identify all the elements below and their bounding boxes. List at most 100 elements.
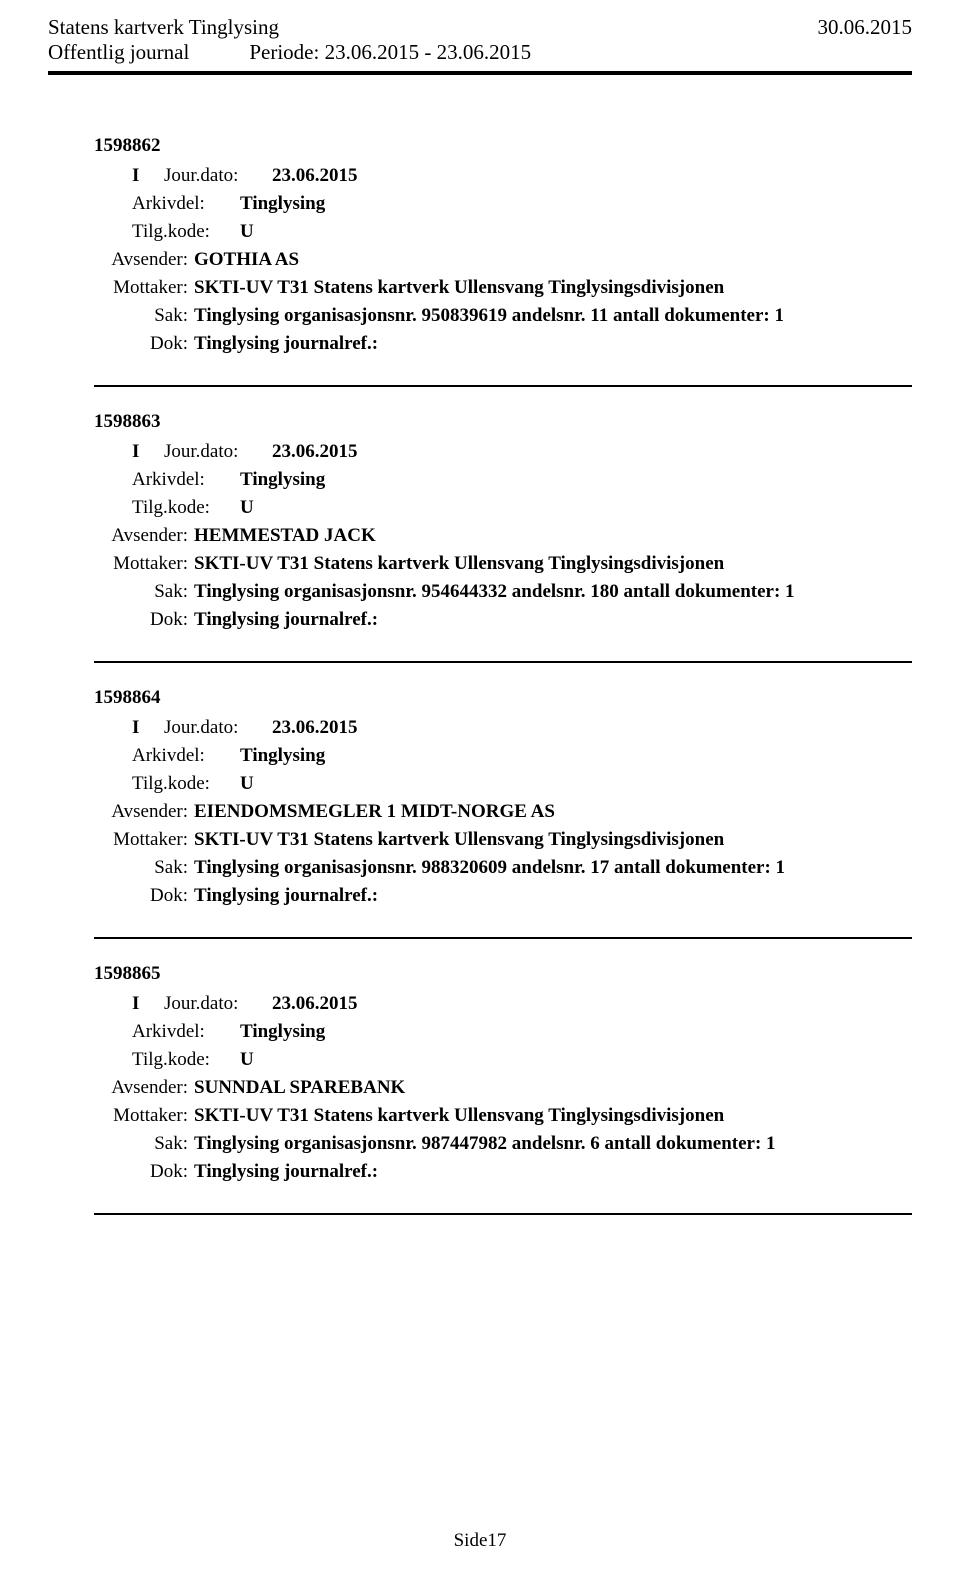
dok-value: Tinglysing journalref.: <box>194 609 378 631</box>
entry-divider <box>94 937 912 939</box>
mottaker-value: SKTI-UV T31 Statens kartverk Ullensvang … <box>194 277 724 299</box>
mottaker-value: SKTI-UV T31 Statens kartverk Ullensvang … <box>194 829 724 851</box>
entry-type: I <box>132 441 164 463</box>
sak-value: Tinglysing organisasjonsnr. 987447982 an… <box>194 1133 776 1155</box>
dok-value: Tinglysing journalref.: <box>194 1161 378 1183</box>
entry-meta-row: Arkivdel: Tinglysing <box>94 193 912 215</box>
entry-meta-row: Tilg.kode: U <box>94 773 912 795</box>
entry-detail-row: Mottaker: SKTI-UV T31 Statens kartverk U… <box>94 829 912 851</box>
entry-id: 1598863 <box>94 411 912 433</box>
entry-id: 1598865 <box>94 963 912 985</box>
entry-id: 1598862 <box>94 135 912 157</box>
entry-detail-row: Dok: Tinglysing journalref.: <box>94 885 912 907</box>
header-journal: Offentlig journal <box>48 40 189 65</box>
avsender-label: Avsender: <box>104 1077 194 1099</box>
entry-meta-row: Tilg.kode: U <box>94 497 912 519</box>
jourdato-value: 23.06.2015 <box>272 717 358 739</box>
entry-detail-row: Sak: Tinglysing organisasjonsnr. 9546443… <box>94 581 912 603</box>
entry-divider <box>94 385 912 387</box>
content-area: 1598862 I Jour.dato: 23.06.2015 Arkivdel… <box>48 135 912 1215</box>
tilgkode-label: Tilg.kode: <box>132 497 240 519</box>
arkivdel-label: Arkivdel: <box>132 1021 240 1043</box>
mottaker-label: Mottaker: <box>104 1105 194 1127</box>
header-rule <box>48 71 912 75</box>
tilgkode-value: U <box>240 221 254 243</box>
entry-type: I <box>132 165 164 187</box>
sak-label: Sak: <box>104 857 194 879</box>
avsender-value: HEMMESTAD JACK <box>194 525 376 547</box>
entry-detail-row: Avsender: EIENDOMSMEGLER 1 MIDT-NORGE AS <box>94 801 912 823</box>
entry-detail-row: Mottaker: SKTI-UV T31 Statens kartverk U… <box>94 553 912 575</box>
header-period: Periode: 23.06.2015 - 23.06.2015 <box>249 40 531 65</box>
dok-value: Tinglysing journalref.: <box>194 333 378 355</box>
sak-label: Sak: <box>104 1133 194 1155</box>
entry-meta-row: Tilg.kode: U <box>94 1049 912 1071</box>
journal-entry: 1598864 I Jour.dato: 23.06.2015 Arkivdel… <box>94 687 912 907</box>
dok-label: Dok: <box>104 609 194 631</box>
arkivdel-label: Arkivdel: <box>132 469 240 491</box>
jourdato-value: 23.06.2015 <box>272 441 358 463</box>
entry-meta-row: I Jour.dato: 23.06.2015 <box>94 441 912 463</box>
entry-meta-row: I Jour.dato: 23.06.2015 <box>94 717 912 739</box>
mottaker-value: SKTI-UV T31 Statens kartverk Ullensvang … <box>194 553 724 575</box>
entry-detail-row: Avsender: HEMMESTAD JACK <box>94 525 912 547</box>
avsender-label: Avsender: <box>104 801 194 823</box>
page-header: Statens kartverk Tinglysing 30.06.2015 O… <box>48 15 912 75</box>
tilgkode-value: U <box>240 497 254 519</box>
entry-type: I <box>132 993 164 1015</box>
page-footer: Side17 <box>0 1530 960 1552</box>
jourdato-label: Jour.dato: <box>164 165 272 187</box>
entry-detail-row: Mottaker: SKTI-UV T31 Statens kartverk U… <box>94 277 912 299</box>
sak-value: Tinglysing organisasjonsnr. 950839619 an… <box>194 305 784 327</box>
entry-detail-row: Sak: Tinglysing organisasjonsnr. 9508396… <box>94 305 912 327</box>
entry-detail-row: Mottaker: SKTI-UV T31 Statens kartverk U… <box>94 1105 912 1127</box>
entry-detail-row: Avsender: SUNNDAL SPAREBANK <box>94 1077 912 1099</box>
jourdato-value: 23.06.2015 <box>272 165 358 187</box>
entry-meta-row: I Jour.dato: 23.06.2015 <box>94 993 912 1015</box>
arkivdel-value: Tinglysing <box>240 469 325 491</box>
tilgkode-value: U <box>240 1049 254 1071</box>
dok-label: Dok: <box>104 1161 194 1183</box>
entry-type: I <box>132 717 164 739</box>
entry-meta-row: Arkivdel: Tinglysing <box>94 1021 912 1043</box>
jourdato-value: 23.06.2015 <box>272 993 358 1015</box>
avsender-value: EIENDOMSMEGLER 1 MIDT-NORGE AS <box>194 801 555 823</box>
avsender-label: Avsender: <box>104 249 194 271</box>
journal-entry: 1598862 I Jour.dato: 23.06.2015 Arkivdel… <box>94 135 912 355</box>
page-number: Side17 <box>454 1530 507 1551</box>
tilgkode-label: Tilg.kode: <box>132 221 240 243</box>
tilgkode-label: Tilg.kode: <box>132 1049 240 1071</box>
entry-meta-row: Tilg.kode: U <box>94 221 912 243</box>
arkivdel-value: Tinglysing <box>240 1021 325 1043</box>
dok-label: Dok: <box>104 333 194 355</box>
sak-label: Sak: <box>104 305 194 327</box>
tilgkode-label: Tilg.kode: <box>132 773 240 795</box>
entry-divider <box>94 1213 912 1215</box>
entry-detail-row: Sak: Tinglysing organisasjonsnr. 9883206… <box>94 857 912 879</box>
arkivdel-value: Tinglysing <box>240 745 325 767</box>
tilgkode-value: U <box>240 773 254 795</box>
entry-meta-row: Arkivdel: Tinglysing <box>94 745 912 767</box>
arkivdel-label: Arkivdel: <box>132 193 240 215</box>
entry-meta-row: Arkivdel: Tinglysing <box>94 469 912 491</box>
entry-id: 1598864 <box>94 687 912 709</box>
entry-detail-row: Dok: Tinglysing journalref.: <box>94 609 912 631</box>
avsender-value: SUNNDAL SPAREBANK <box>194 1077 405 1099</box>
avsender-value: GOTHIA AS <box>194 249 299 271</box>
entry-divider <box>94 661 912 663</box>
journal-entry: 1598863 I Jour.dato: 23.06.2015 Arkivdel… <box>94 411 912 631</box>
mottaker-label: Mottaker: <box>104 553 194 575</box>
sak-value: Tinglysing organisasjonsnr. 988320609 an… <box>194 857 785 879</box>
header-org: Statens kartverk Tinglysing <box>48 15 279 40</box>
sak-label: Sak: <box>104 581 194 603</box>
entry-meta-row: I Jour.dato: 23.06.2015 <box>94 165 912 187</box>
entry-detail-row: Dok: Tinglysing journalref.: <box>94 333 912 355</box>
mottaker-label: Mottaker: <box>104 277 194 299</box>
entry-detail-row: Dok: Tinglysing journalref.: <box>94 1161 912 1183</box>
jourdato-label: Jour.dato: <box>164 441 272 463</box>
jourdato-label: Jour.dato: <box>164 717 272 739</box>
arkivdel-label: Arkivdel: <box>132 745 240 767</box>
journal-entry: 1598865 I Jour.dato: 23.06.2015 Arkivdel… <box>94 963 912 1183</box>
entry-detail-row: Avsender: GOTHIA AS <box>94 249 912 271</box>
dok-label: Dok: <box>104 885 194 907</box>
